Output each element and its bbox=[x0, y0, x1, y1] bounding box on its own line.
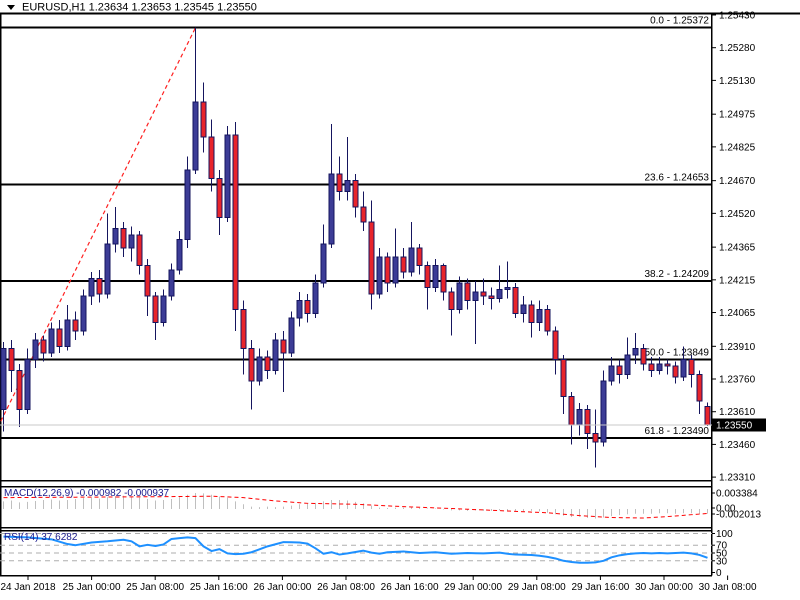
svg-text:1.24365: 1.24365 bbox=[719, 243, 756, 254]
svg-text:29 Jan 16:00: 29 Jan 16:00 bbox=[571, 582, 629, 593]
svg-text:50.0 - 1.23849: 50.0 - 1.23849 bbox=[645, 348, 710, 359]
svg-text:50: 50 bbox=[716, 549, 728, 560]
price-axis[interactable]: 1.25430 1.25280 1.25130 1.24975 1.24825 1.246… bbox=[712, 11, 756, 484]
svg-text:1.24215: 1.24215 bbox=[719, 275, 756, 286]
svg-text:61.8 - 1.23490: 61.8 - 1.23490 bbox=[645, 426, 710, 437]
svg-text:1.23460: 1.23460 bbox=[719, 440, 756, 451]
svg-text:1.24065: 1.24065 bbox=[719, 308, 756, 319]
chart-title-ohlc: EURUSD,H1 1.23634 1.23653 1.23545 1.2355… bbox=[22, 2, 257, 14]
svg-text:0.0 - 1.25372: 0.0 - 1.25372 bbox=[650, 16, 709, 27]
svg-text:1.23910: 1.23910 bbox=[719, 342, 756, 353]
fibonacci-levels[interactable]: 0.0 - 1.25372 23.6 - 1.24653 38.2 - 1.2420… bbox=[0, 16, 712, 439]
svg-text:1.23610: 1.23610 bbox=[719, 407, 756, 418]
svg-text:1.23310: 1.23310 bbox=[719, 473, 756, 484]
svg-text:1.23550: 1.23550 bbox=[716, 420, 753, 431]
rsi-label: RSI(14) 37.6282 bbox=[4, 532, 78, 543]
svg-text:29 Jan 00:00: 29 Jan 00:00 bbox=[444, 582, 502, 593]
svg-text:0.00: 0.00 bbox=[716, 504, 736, 515]
svg-text:-0.002013: -0.002013 bbox=[716, 510, 761, 521]
svg-text:1.25280: 1.25280 bbox=[719, 43, 756, 54]
svg-text:100: 100 bbox=[716, 529, 733, 540]
svg-text:30: 30 bbox=[716, 556, 728, 567]
svg-text:1.24825: 1.24825 bbox=[719, 142, 756, 153]
macd-indicator-panel: 0.003384 0.00-0.002013 bbox=[3, 489, 761, 521]
candles-layer bbox=[0, 27, 711, 468]
svg-text:26 Jan 08:00: 26 Jan 08:00 bbox=[317, 582, 375, 593]
time-axis[interactable]: 24 Jan 2018 25 Jan 00:00 25 Jan 08:00 25 Ja… bbox=[0, 575, 757, 594]
svg-text:70: 70 bbox=[716, 541, 728, 552]
symbol-dropdown-icon[interactable] bbox=[7, 5, 15, 10]
svg-text:29 Jan 08:00: 29 Jan 08:00 bbox=[508, 582, 566, 593]
svg-text:1.25130: 1.25130 bbox=[719, 76, 756, 87]
panel-borders bbox=[0, 12, 800, 577]
svg-text:1.25430: 1.25430 bbox=[719, 11, 756, 22]
svg-text:0: 0 bbox=[716, 568, 722, 579]
svg-text:1.24520: 1.24520 bbox=[719, 209, 756, 220]
svg-text:26 Jan 00:00: 26 Jan 00:00 bbox=[253, 582, 311, 593]
svg-text:25 Jan 08:00: 25 Jan 08:00 bbox=[126, 582, 184, 593]
svg-text:30 Jan 08:00: 30 Jan 08:00 bbox=[699, 582, 757, 593]
svg-text:23.6 - 1.24653: 23.6 - 1.24653 bbox=[645, 172, 710, 183]
chart-header: EURUSD,H1 1.23634 1.23653 1.23545 1.2355… bbox=[7, 2, 257, 14]
svg-text:30 Jan 00:00: 30 Jan 00:00 bbox=[635, 582, 693, 593]
svg-text:1.24975: 1.24975 bbox=[719, 110, 756, 121]
svg-text:24 Jan 2018: 24 Jan 2018 bbox=[0, 582, 55, 593]
svg-text:26 Jan 16:00: 26 Jan 16:00 bbox=[381, 582, 439, 593]
current-price-marker: 1.23550 bbox=[0, 418, 766, 432]
macd-label: MACD(12,26,9) -0.000982 -0.000937 bbox=[4, 488, 170, 499]
svg-text:0.003384: 0.003384 bbox=[716, 489, 758, 500]
svg-text:1.24670: 1.24670 bbox=[719, 176, 756, 187]
svg-text:25 Jan 16:00: 25 Jan 16:00 bbox=[190, 582, 248, 593]
svg-text:38.2 - 1.24209: 38.2 - 1.24209 bbox=[645, 269, 710, 280]
svg-text:1.23760: 1.23760 bbox=[719, 375, 756, 386]
svg-text:25 Jan 00:00: 25 Jan 00:00 bbox=[63, 582, 121, 593]
